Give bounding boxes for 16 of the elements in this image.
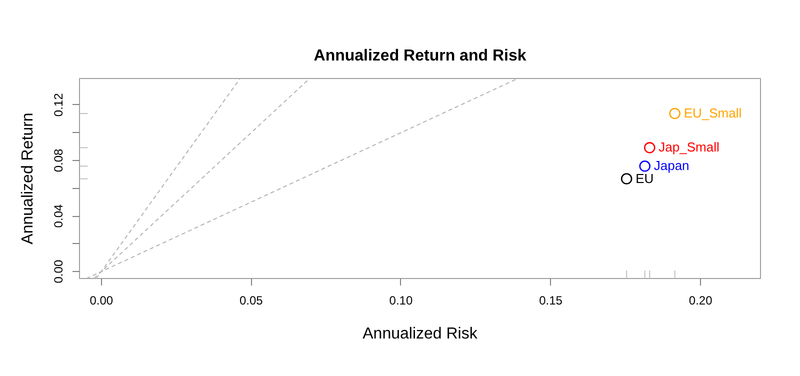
chart-title: Annualized Return and Risk xyxy=(314,48,526,64)
y-tick-label: 0.08 xyxy=(52,148,66,172)
x-tick-label: 0.15 xyxy=(539,294,563,308)
x-axis-title: Annualized Risk xyxy=(362,326,478,342)
series-label: EU_Small xyxy=(684,106,742,120)
y-tick-label: 0.00 xyxy=(52,260,66,284)
series-label: Japan xyxy=(654,158,690,174)
series-label: Jap_Small xyxy=(658,140,720,155)
x-tick-label: 0.05 xyxy=(239,294,264,308)
y-tick-label: 0.12 xyxy=(52,92,66,117)
x-tick-label: 0.20 xyxy=(688,294,713,308)
y-axis-title: Annualized Return xyxy=(20,112,36,244)
x-tick-label: 0.00 xyxy=(90,294,114,308)
series-label: EU xyxy=(636,170,654,186)
y-tick-label: 0.04 xyxy=(52,204,66,228)
x-tick-label: 0.10 xyxy=(389,294,413,308)
